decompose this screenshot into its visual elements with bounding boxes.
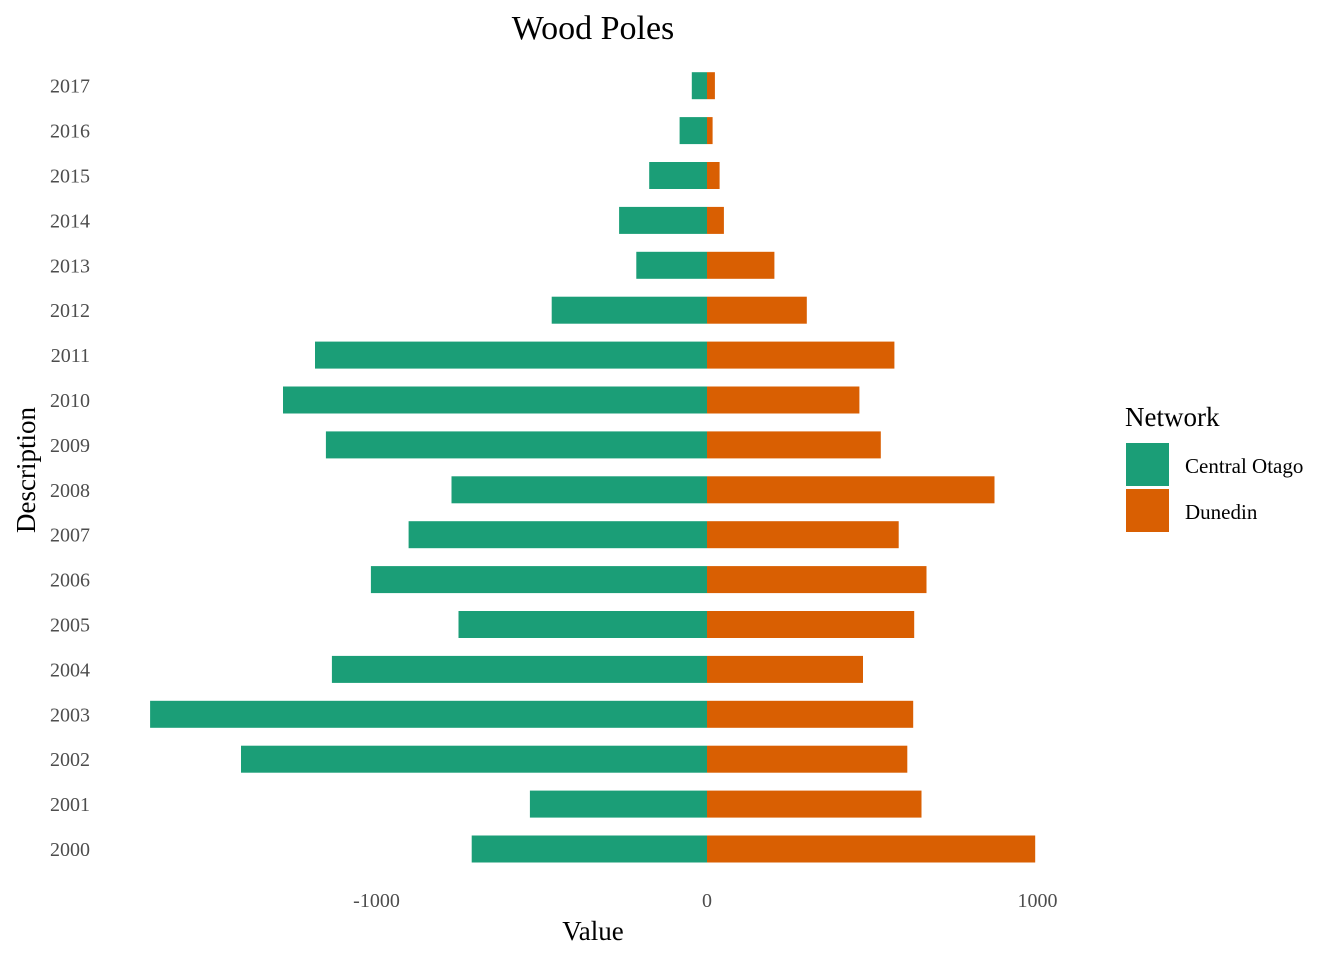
bar-central-otago-2000 — [471, 835, 707, 863]
bar-central-otago-2011 — [315, 341, 707, 369]
bar-dunedin-2016 — [707, 117, 713, 145]
legend-items: Central Otago Dunedin — [1126, 443, 1303, 532]
y-tick-label: 2002 — [50, 749, 90, 771]
bar-dunedin-2010 — [707, 386, 860, 414]
bar-dunedin-2005 — [707, 611, 915, 638]
y-axis-label: Description — [11, 407, 41, 533]
x-tick-label: 1000 — [1018, 890, 1058, 912]
x-tick-labels: -1000 0 1000 — [353, 890, 1057, 912]
legend-key-central-otago — [1126, 443, 1169, 486]
bar-central-otago-2013 — [636, 251, 707, 279]
y-tick-label: 2006 — [50, 570, 90, 592]
y-tick-label: 2008 — [50, 480, 90, 502]
bar-dunedin-2004 — [707, 655, 863, 683]
bar-central-otago-2009 — [325, 431, 707, 459]
x-tick-label: -1000 — [353, 890, 400, 912]
bar-central-otago-2008 — [451, 476, 707, 504]
bar-dunedin-2003 — [707, 700, 914, 728]
bar-dunedin-2013 — [707, 251, 775, 279]
bar-dunedin-2006 — [707, 566, 927, 594]
bar-central-otago-2012 — [551, 296, 707, 324]
y-tick-label: 2012 — [50, 300, 90, 322]
bar-group — [150, 72, 1036, 863]
y-tick-label: 2001 — [50, 794, 90, 816]
bar-dunedin-2012 — [707, 296, 807, 324]
legend: Network Central Otago Dunedin — [1125, 402, 1303, 532]
y-tick-label: 2014 — [50, 210, 90, 232]
x-tick-label: 0 — [702, 890, 712, 912]
y-tick-label: 2000 — [50, 839, 90, 861]
y-tick-label: 2005 — [50, 615, 90, 637]
bar-dunedin-2008 — [707, 476, 995, 504]
chart-title: Wood Poles — [512, 10, 675, 47]
bar-central-otago-2002 — [241, 745, 707, 773]
bar-dunedin-2011 — [707, 341, 895, 369]
legend-key-dunedin — [1126, 489, 1169, 532]
legend-label-dunedin: Dunedin — [1185, 500, 1258, 524]
bar-central-otago-2006 — [370, 566, 707, 594]
bar-dunedin-2009 — [707, 431, 881, 459]
y-tick-label: 2007 — [50, 525, 90, 547]
y-tick-label: 2011 — [51, 345, 90, 367]
bar-central-otago-2004 — [331, 655, 707, 683]
bar-central-otago-2005 — [458, 611, 707, 638]
bar-dunedin-2014 — [707, 206, 724, 234]
bar-dunedin-2000 — [707, 835, 1036, 863]
bar-central-otago-2010 — [283, 386, 707, 414]
bar-central-otago-2001 — [529, 790, 707, 818]
legend-label-central-otago: Central Otago — [1185, 454, 1303, 478]
bar-central-otago-2017 — [691, 72, 707, 100]
bar-dunedin-2015 — [707, 162, 720, 189]
bar-central-otago-2014 — [619, 206, 707, 234]
bar-dunedin-2007 — [707, 521, 899, 549]
bar-central-otago-2003 — [150, 700, 708, 728]
bar-dunedin-2017 — [707, 72, 715, 100]
bar-central-otago-2015 — [649, 162, 707, 189]
y-tick-label: 2016 — [50, 121, 90, 143]
y-tick-label: 2013 — [50, 255, 90, 277]
y-tick-label: 2015 — [50, 166, 90, 188]
y-tick-label: 2017 — [50, 76, 90, 98]
y-tick-label: 2004 — [50, 659, 90, 681]
y-tick-label: 2009 — [50, 435, 90, 457]
y-tick-label: 2010 — [50, 390, 90, 412]
bar-dunedin-2002 — [707, 745, 908, 773]
y-tick-labels: 2000 2001 2002 2003 2004 2005 2006 2007 2008 2009… — [50, 76, 90, 861]
y-tick-label: 2003 — [50, 704, 90, 726]
bar-central-otago-2016 — [679, 117, 707, 145]
legend-title: Network — [1125, 402, 1220, 432]
x-axis-label: Value — [562, 916, 623, 946]
bar-central-otago-2007 — [408, 521, 707, 549]
bar-dunedin-2001 — [707, 790, 922, 818]
